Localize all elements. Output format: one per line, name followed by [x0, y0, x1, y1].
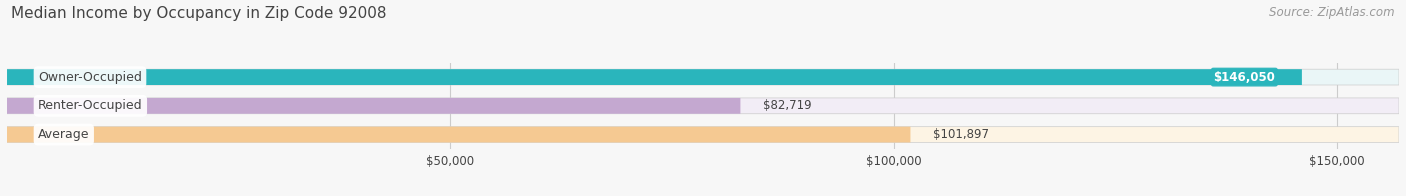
- Text: Median Income by Occupancy in Zip Code 92008: Median Income by Occupancy in Zip Code 9…: [11, 6, 387, 21]
- Text: Renter-Occupied: Renter-Occupied: [38, 99, 142, 112]
- Text: $146,050: $146,050: [1213, 71, 1275, 83]
- FancyBboxPatch shape: [7, 127, 1399, 142]
- Text: $101,897: $101,897: [932, 128, 988, 141]
- Text: $82,719: $82,719: [762, 99, 811, 112]
- FancyBboxPatch shape: [7, 98, 1399, 114]
- FancyBboxPatch shape: [7, 127, 911, 142]
- Text: Average: Average: [38, 128, 90, 141]
- Text: Source: ZipAtlas.com: Source: ZipAtlas.com: [1270, 6, 1395, 19]
- FancyBboxPatch shape: [7, 98, 741, 114]
- Text: Owner-Occupied: Owner-Occupied: [38, 71, 142, 83]
- FancyBboxPatch shape: [7, 69, 1302, 85]
- FancyBboxPatch shape: [7, 69, 1399, 85]
